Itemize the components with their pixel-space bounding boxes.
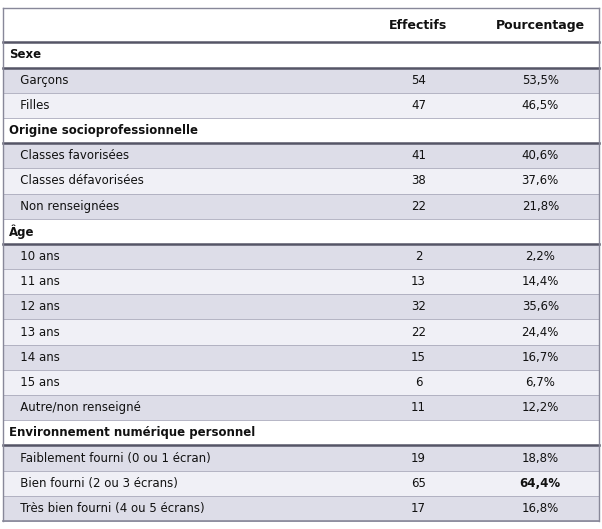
Text: 54: 54 xyxy=(411,74,426,87)
Text: 13 ans: 13 ans xyxy=(9,325,60,339)
Text: 6: 6 xyxy=(415,376,422,389)
Text: 22: 22 xyxy=(411,199,426,213)
Text: 24,4%: 24,4% xyxy=(521,325,559,339)
Text: 41: 41 xyxy=(411,149,426,162)
Text: Garçons: Garçons xyxy=(9,74,69,87)
Bar xyxy=(3,8,599,42)
Text: 2: 2 xyxy=(415,250,422,263)
Text: 47: 47 xyxy=(411,99,426,112)
Text: 16,8%: 16,8% xyxy=(522,502,559,515)
Text: 35,6%: 35,6% xyxy=(522,300,559,313)
Bar xyxy=(3,168,599,194)
Text: Non renseignées: Non renseignées xyxy=(9,199,119,213)
Text: 14 ans: 14 ans xyxy=(9,351,60,364)
Bar xyxy=(3,68,599,93)
Text: Âge: Âge xyxy=(9,224,34,239)
Text: 18,8%: 18,8% xyxy=(522,452,559,464)
Text: 2,2%: 2,2% xyxy=(526,250,555,263)
Text: Bien fourni (2 ou 3 écrans): Bien fourni (2 ou 3 écrans) xyxy=(9,477,178,490)
Text: 14,4%: 14,4% xyxy=(521,275,559,288)
Text: 17: 17 xyxy=(411,502,426,515)
Text: 10 ans: 10 ans xyxy=(9,250,60,263)
Text: Environnement numérique personnel: Environnement numérique personnel xyxy=(9,426,255,440)
Bar xyxy=(3,269,599,294)
Text: Effectifs: Effectifs xyxy=(389,19,447,32)
Bar xyxy=(3,218,599,244)
Text: 22: 22 xyxy=(411,325,426,339)
Text: 32: 32 xyxy=(411,300,426,313)
Text: Classes favorisées: Classes favorisées xyxy=(9,149,129,162)
Text: 11: 11 xyxy=(411,401,426,414)
Bar xyxy=(3,294,599,320)
Bar xyxy=(3,320,599,345)
Text: 16,7%: 16,7% xyxy=(521,351,559,364)
Text: Filles: Filles xyxy=(9,99,49,112)
Bar xyxy=(3,118,599,143)
Bar xyxy=(3,471,599,496)
Text: 38: 38 xyxy=(411,175,426,187)
Text: Pourcentage: Pourcentage xyxy=(495,19,585,32)
Text: 12,2%: 12,2% xyxy=(521,401,559,414)
Text: 65: 65 xyxy=(411,477,426,490)
Text: Très bien fourni (4 ou 5 écrans): Très bien fourni (4 ou 5 écrans) xyxy=(9,502,205,515)
Text: 11 ans: 11 ans xyxy=(9,275,60,288)
Text: 15 ans: 15 ans xyxy=(9,376,60,389)
Text: 40,6%: 40,6% xyxy=(522,149,559,162)
Bar xyxy=(3,244,599,269)
Text: 21,8%: 21,8% xyxy=(522,199,559,213)
Bar xyxy=(3,370,599,395)
Bar xyxy=(3,42,599,68)
Bar xyxy=(3,143,599,168)
Text: 46,5%: 46,5% xyxy=(522,99,559,112)
Text: 15: 15 xyxy=(411,351,426,364)
Text: 19: 19 xyxy=(411,452,426,464)
Text: 12 ans: 12 ans xyxy=(9,300,60,313)
Text: Autre/non renseigné: Autre/non renseigné xyxy=(9,401,141,414)
Text: Faiblement fourni (0 ou 1 écran): Faiblement fourni (0 ou 1 écran) xyxy=(9,452,211,464)
Bar xyxy=(3,345,599,370)
Text: 37,6%: 37,6% xyxy=(522,175,559,187)
Text: Origine socioprofessionnelle: Origine socioprofessionnelle xyxy=(9,124,198,137)
Bar xyxy=(3,395,599,420)
Text: Classes défavorisées: Classes défavorisées xyxy=(9,175,144,187)
Bar xyxy=(3,496,599,521)
Bar xyxy=(3,93,599,118)
Text: Sexe: Sexe xyxy=(9,49,41,61)
Bar xyxy=(3,445,599,471)
Bar xyxy=(3,194,599,218)
Bar xyxy=(3,420,599,445)
Text: 13: 13 xyxy=(411,275,426,288)
Text: 64,4%: 64,4% xyxy=(520,477,561,490)
Text: 53,5%: 53,5% xyxy=(522,74,559,87)
Text: 6,7%: 6,7% xyxy=(526,376,555,389)
